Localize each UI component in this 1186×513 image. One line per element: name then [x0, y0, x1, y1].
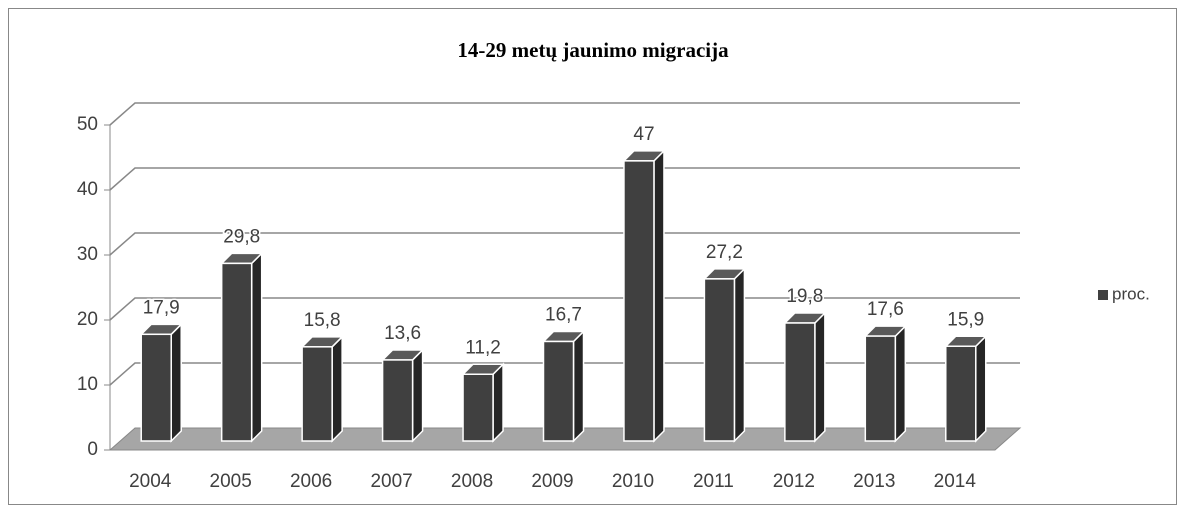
bar-side	[572, 329, 585, 443]
x-tick-label: 2004	[129, 471, 172, 492]
x-tick-label: 2012	[773, 471, 815, 492]
bar-side	[331, 335, 343, 443]
value-label: 15,8	[304, 310, 341, 331]
bar-side	[170, 322, 182, 443]
x-tick-label: 2010	[612, 471, 654, 492]
value-label: 17,6	[867, 299, 904, 320]
chart-title: 14-29 metų jaunimo migracija	[457, 38, 729, 62]
value-label: 29,8	[223, 226, 260, 247]
bar	[462, 373, 494, 442]
x-tick-label: 2009	[531, 471, 573, 492]
bar	[542, 340, 575, 442]
bar	[301, 346, 333, 442]
grid-line	[109, 232, 1020, 256]
grid-line	[109, 102, 1020, 126]
bar	[220, 262, 253, 442]
x-tick-label: 2008	[451, 471, 493, 492]
value-label: 16,7	[545, 304, 582, 325]
value-label: 19,8	[786, 286, 823, 307]
x-tick-label: 2007	[370, 471, 412, 492]
bar-side	[975, 334, 987, 443]
value-label: 15,9	[947, 309, 984, 330]
x-tick-label: 2005	[210, 471, 252, 492]
y-tick-label: 0	[87, 439, 98, 460]
bar-side	[814, 311, 826, 443]
x-tick-label: 2014	[934, 471, 977, 492]
bar	[864, 335, 897, 442]
y-tick-label: 40	[77, 179, 98, 200]
bar	[140, 333, 172, 442]
x-tick-label: 2013	[853, 471, 895, 492]
legend-swatch	[1098, 290, 1108, 300]
bar-side	[894, 324, 907, 443]
bar	[784, 322, 816, 442]
y-tick-label: 10	[77, 374, 98, 395]
value-label: 47	[633, 124, 654, 145]
bar-side	[492, 362, 504, 443]
bar	[381, 359, 414, 442]
value-label: 27,2	[706, 242, 743, 263]
bar-side	[250, 251, 263, 443]
y-tick-label: 50	[77, 114, 98, 135]
grid-line	[109, 167, 1020, 191]
legend-label: proc.	[1112, 284, 1150, 303]
bar	[703, 278, 736, 442]
value-label: 13,6	[384, 323, 421, 344]
y-tick-label: 20	[77, 309, 98, 330]
value-label: 11,2	[465, 337, 501, 358]
bar	[945, 345, 977, 442]
bar-side	[653, 149, 665, 443]
bar-side	[411, 348, 424, 443]
value-label: 17,9	[143, 297, 180, 318]
x-tick-label: 2011	[693, 471, 734, 492]
y-tick-label: 30	[77, 244, 98, 265]
bar-side	[733, 267, 746, 443]
bar	[623, 160, 655, 442]
x-tick-label: 2006	[290, 471, 332, 492]
